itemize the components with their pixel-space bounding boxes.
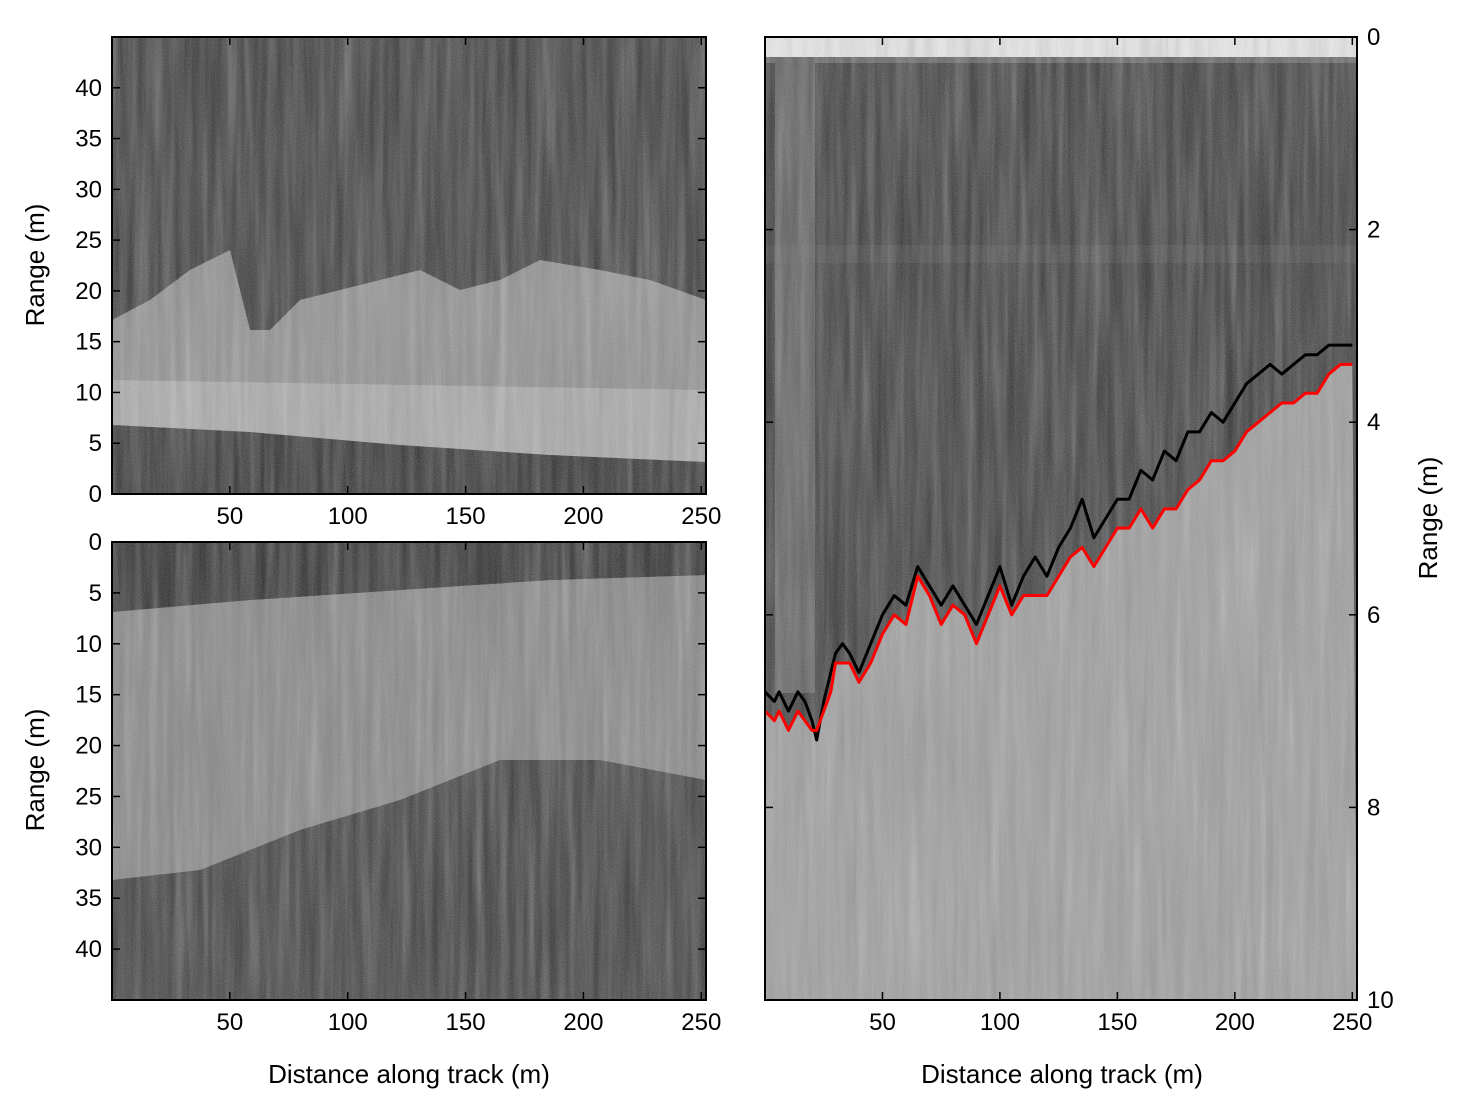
right-y-axis-label: Range (m): [1413, 457, 1443, 580]
right-y-tick-label: 4: [1367, 409, 1380, 436]
top-left-y-tick-label: 5: [89, 430, 102, 457]
top-left-x-tick-label: 50: [217, 503, 244, 530]
bottom-left-y-tick-label: 35: [75, 885, 102, 912]
bottom-left-y-tick-label: 25: [75, 783, 102, 810]
bottom-left-x-tick-label: 200: [563, 1009, 603, 1036]
right-x-tick-label: 50: [869, 1009, 896, 1036]
top-left-y-tick-label: 0: [89, 481, 102, 508]
bottom-left-x-ticks: 50 100 150 200 250: [217, 542, 721, 1036]
bottom-left-y-tick-label: 20: [75, 733, 102, 760]
top-left-y-tick-label: 15: [75, 329, 102, 356]
right-x-axis-label: Distance along track (m): [921, 1059, 1203, 1089]
bottom-left-y-axis-label: Range (m): [20, 709, 50, 832]
top-left-y-tick-label: 20: [75, 278, 102, 305]
right-y-tick-label: 10: [1367, 987, 1394, 1014]
bottom-left-x-axis-label: Distance along track (m): [268, 1059, 550, 1089]
right-series-line-red: [765, 362, 1353, 732]
right-pick-lines: [765, 343, 1353, 742]
bottom-left-y-tick-label: 0: [89, 529, 102, 556]
top-left-y-ticks: 0 5 10 15 20 25 30 35 40: [75, 75, 706, 508]
right-y-tick-label: 2: [1367, 217, 1380, 244]
bottom-left-y-tick-label: 10: [75, 631, 102, 658]
right-x-tick-label: 100: [980, 1009, 1020, 1036]
top-left-x-tick-label: 100: [328, 503, 368, 530]
top-left-x-ticks: 50 100 150 200 250: [217, 37, 721, 530]
right-panel: 50 100 150 200 250 0 2 4 6 8 10 Range (m) Distanc…: [764, 24, 1443, 1089]
right-x-tick-label: 250: [1332, 1009, 1372, 1036]
bottom-left-axes-frame: [111, 541, 707, 1001]
bottom-left-y-tick-label: 5: [89, 580, 102, 607]
top-left-y-tick-label: 35: [75, 126, 102, 153]
top-left-y-tick-label: 30: [75, 176, 102, 203]
right-x-tick-label: 150: [1097, 1009, 1137, 1036]
top-left-x-tick-label: 250: [681, 503, 721, 530]
right-x-tick-label: 200: [1215, 1009, 1255, 1036]
right-y-tick-label: 6: [1367, 602, 1380, 629]
bottom-left-y-tick-label: 40: [75, 936, 102, 963]
bottom-left-x-tick-label: 50: [217, 1009, 244, 1036]
right-y-tick-label: 0: [1367, 24, 1380, 51]
bottom-left-echogram: [112, 542, 706, 1000]
bottom-left-x-tick-label: 150: [446, 1009, 486, 1036]
top-left-y-tick-label: 40: [75, 75, 102, 102]
bottom-left-panel: 50 100 150 200 250 0 5 10 15 20 25 30 35 40 Range (m…: [20, 529, 721, 1089]
right-x-ticks: 50 100 150 200 250: [869, 37, 1372, 1036]
top-left-x-tick-label: 200: [563, 503, 603, 530]
right-axes-frame: [764, 36, 1358, 1001]
top-left-echogram: [112, 37, 706, 494]
bottom-left-x-tick-label: 100: [328, 1009, 368, 1036]
top-left-y-tick-label: 25: [75, 227, 102, 254]
right-echogram: [765, 37, 1357, 1000]
top-left-y-tick-label: 10: [75, 379, 102, 406]
right-series-line-black: [765, 343, 1353, 742]
top-left-axes-frame: [111, 36, 707, 495]
right-y-tick-label: 8: [1367, 794, 1380, 821]
bottom-left-x-tick-label: 250: [681, 1009, 721, 1036]
bottom-left-y-tick-label: 30: [75, 834, 102, 861]
bottom-left-y-tick-label: 15: [75, 682, 102, 709]
top-left-x-tick-label: 150: [446, 503, 486, 530]
top-left-y-axis-label: Range (m): [20, 204, 50, 327]
top-left-panel: 50 100 150 200 250 0 5 10 15 20 25 30 35 40 Range (m…: [20, 36, 721, 530]
right-y-ticks: 0 2 4 6 8 10: [765, 24, 1394, 1014]
bottom-left-y-ticks: 0 5 10 15 20 25 30 35 40: [75, 529, 706, 963]
